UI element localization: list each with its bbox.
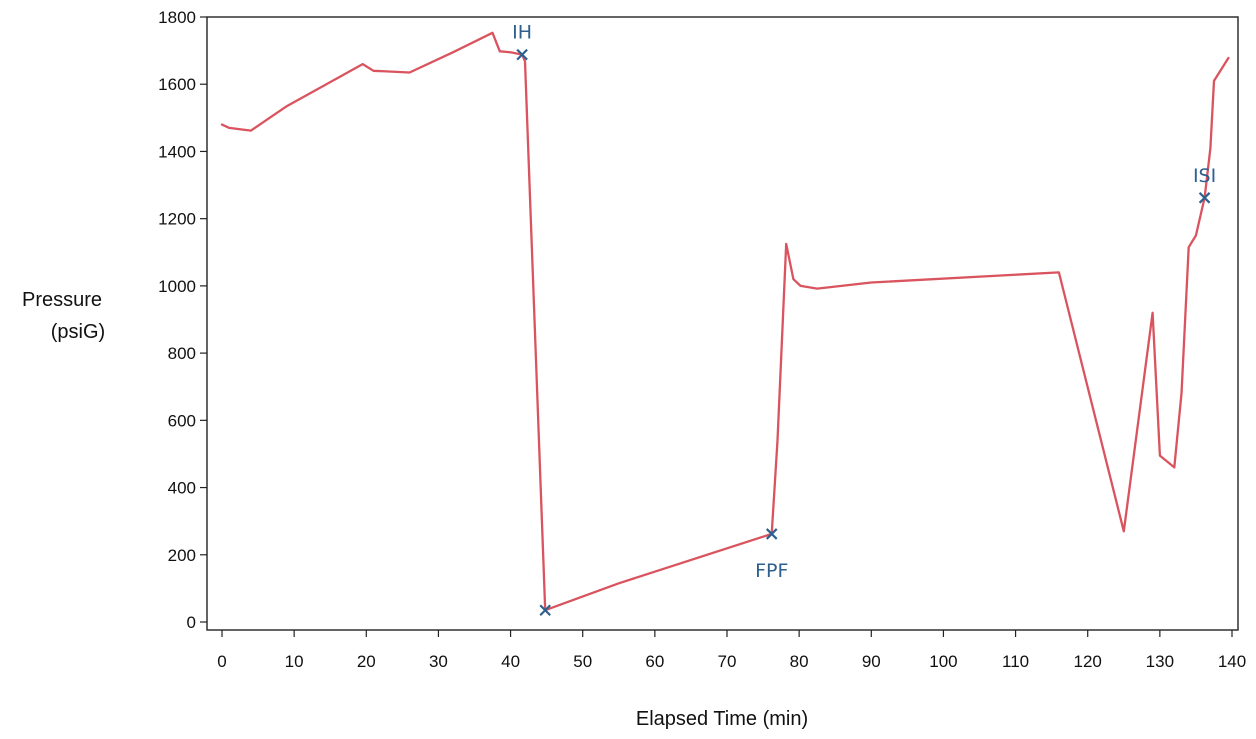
y-tick-label: 1400 [158, 142, 196, 161]
x-tick-label: 30 [429, 652, 448, 671]
y-tick-label: 1800 [158, 8, 196, 27]
annotation-marker-isi: ISI [1193, 165, 1216, 204]
marker-cross-stroke [765, 528, 778, 540]
pressure-series-line [220, 31, 1230, 612]
x-tick-label: 60 [645, 652, 664, 671]
x-axis-ticks: 0 10 20 30 40 50 60 70 80 90 100 110 120 130 140 [217, 630, 1246, 671]
y-axis-title-line-1: Pressure [22, 289, 102, 311]
annotation-label: ISI [1193, 165, 1216, 187]
x-axis-title: Elapsed Time (min) [636, 708, 808, 730]
x-tick-label: 140 [1218, 652, 1246, 671]
annotation-label: IH [512, 22, 532, 44]
series-layer [220, 31, 1230, 612]
x-tick-label: 110 [1002, 652, 1029, 671]
x-tick-label: 50 [573, 652, 592, 671]
y-tick-label: 1600 [158, 75, 196, 94]
x-tick-label: 70 [718, 652, 737, 671]
y-tick-label: 400 [168, 479, 196, 498]
x-tick-label: 0 [217, 652, 226, 671]
y-axis-ticks: 0 200 400 600 800 1000 1200 1400 1600 1800 [158, 8, 207, 632]
plot-frame [206, 16, 1239, 631]
y-tick-label: 200 [168, 546, 196, 565]
x-tick-label: 130 [1146, 652, 1174, 671]
y-tick-label: 1200 [158, 210, 196, 229]
annotation-label: FPF [755, 560, 788, 582]
x-tick-label: 20 [357, 652, 376, 671]
y-tick-label: 600 [168, 411, 196, 430]
x-tick-label: 120 [1074, 652, 1102, 671]
marker-cross-stroke [539, 604, 551, 617]
x-tick-label: 40 [501, 652, 520, 671]
y-tick-label: 800 [168, 344, 196, 363]
x-tick-label: 10 [285, 652, 304, 671]
marker-cross-stroke [1198, 192, 1211, 204]
y-tick-label: 1000 [158, 277, 196, 296]
y-tick-label: 0 [187, 613, 196, 632]
annotation-marker-fpf [539, 604, 551, 617]
y-axis-title-line-2: (psiG) [51, 321, 105, 343]
annotation-marker-ih: IH [512, 22, 532, 61]
plot-border [206, 16, 1239, 631]
x-tick-label: 100 [929, 652, 957, 671]
annotation-marker-fpf: FPF [755, 528, 788, 582]
marker-cross-stroke [516, 48, 528, 61]
x-tick-label: 80 [790, 652, 809, 671]
x-tick-label: 90 [862, 652, 881, 671]
annotations-layer: IH FPF ISI [512, 22, 1216, 617]
